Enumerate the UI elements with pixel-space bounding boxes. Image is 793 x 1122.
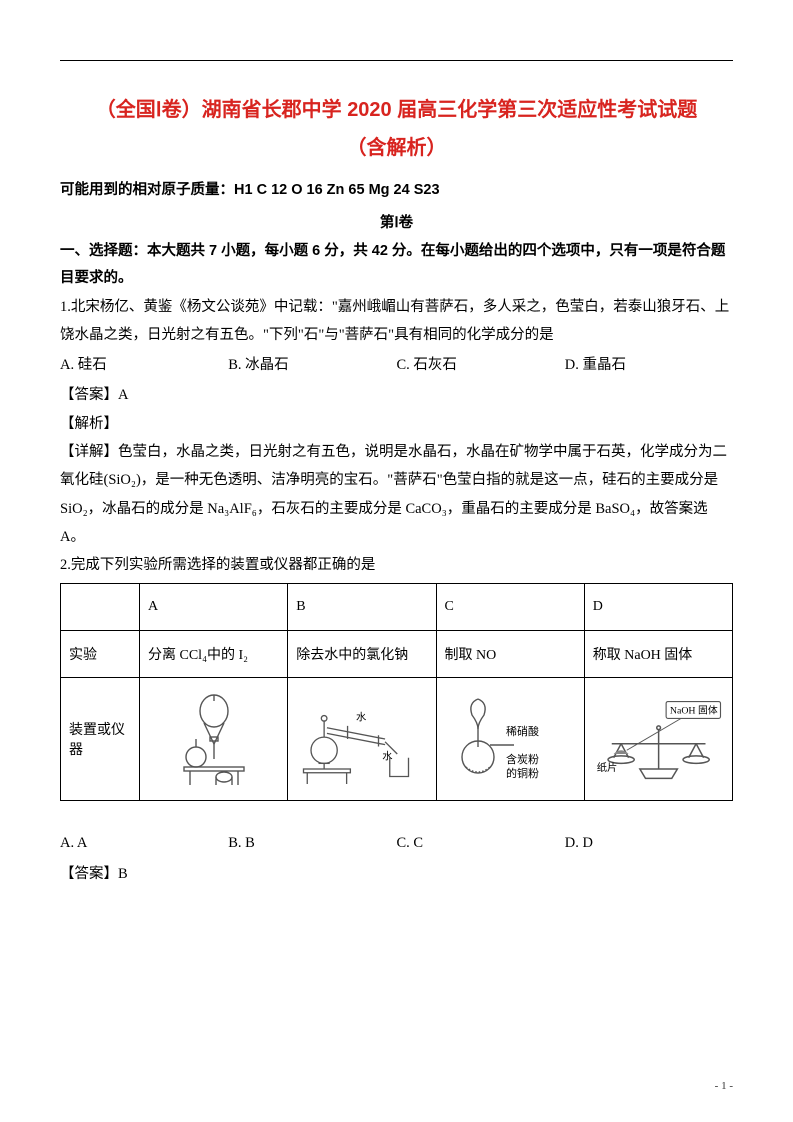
exp-a: 分离 CCl₄中的 I₂	[140, 631, 288, 678]
balance-icon: NaOH 固体 纸片	[593, 689, 724, 789]
q1-explanation-label: 【解析】	[60, 410, 733, 438]
q2-options: A. A B. B C. C D. D	[60, 829, 733, 857]
exam-title-line2: （含解析）	[60, 129, 733, 167]
q1-option-b: B. 冰晶石	[228, 351, 396, 379]
gas-generator-icon: 稀硝酸 含炭粉 的铜粉	[445, 689, 576, 789]
table-row: A B C D	[61, 584, 733, 631]
apparatus-c: 稀硝酸 含炭粉 的铜粉	[436, 678, 584, 801]
distillation-icon: 水 水	[296, 689, 427, 789]
top-rule	[60, 60, 733, 61]
table-row: 实验 分离 CCl₄中的 I₂ 除去水中的氯化钠 制取 NO 称取 NaOH 固…	[61, 631, 733, 678]
q2-option-b: B. B	[228, 829, 396, 857]
q1-options: A. 硅石 B. 冰晶石 C. 石灰石 D. 重晶石	[60, 351, 733, 379]
row-exp-label: 实验	[61, 631, 140, 678]
q1-answer: 【答案】A	[60, 381, 733, 409]
q1-option-c: C. 石灰石	[397, 351, 565, 379]
label-carbon: 含炭粉	[506, 752, 539, 766]
label-naoh-solid: NaOH 固体	[670, 705, 718, 717]
apparatus-b: 水 水	[288, 678, 436, 801]
label-water-top: 水	[356, 712, 367, 724]
table-head-a: A	[140, 584, 288, 631]
table-head-b: B	[288, 584, 436, 631]
row-app-label: 装置或仪器	[61, 678, 140, 801]
q2-text: 2.完成下列实验所需选择的装置或仪器都正确的是	[60, 551, 733, 579]
q1-option-d: D. 重晶石	[565, 351, 733, 379]
table-row: 装置或仪器	[61, 678, 733, 801]
page-number: - 1 -	[715, 1080, 733, 1092]
label-paper: 纸片	[597, 761, 618, 774]
section-instructions: 一、选择题：本大题共 7 小题，每小题 6 分，共 42 分。在每小题给出的四个…	[60, 238, 733, 293]
atomic-mass-line: 可能用到的相对原子质量：H1 C 12 O 16 Zn 65 Mg 24 S23	[60, 177, 733, 205]
q1-detail: 【详解】色莹白，水晶之类，日光射之有五色，说明是水晶石，水晶在矿物学中属于石英，…	[60, 438, 733, 551]
label-water-bottom: 水	[383, 751, 394, 763]
q2-answer: 【答案】B	[60, 860, 733, 888]
label-dilute-acid: 稀硝酸	[506, 724, 539, 738]
q1-text: 1.北宋杨亿、黄鉴《杨文公谈苑》中记载："嘉州峨嵋山有菩萨石，多人采之，色莹白，…	[60, 293, 733, 350]
section-1-label: 第Ⅰ卷	[60, 211, 733, 232]
q2-option-a: A. A	[60, 829, 228, 857]
q2-table: A B C D 实验 分离 CCl₄中的 I₂ 除去水中的氯化钠 制取 NO 称…	[60, 583, 733, 801]
label-copper: 的铜粉	[506, 766, 539, 780]
exp-d: 称取 NaOH 固体	[584, 631, 732, 678]
exam-title-line1: （全国Ⅰ卷）湖南省长郡中学 2020 届高三化学第三次适应性考试试题	[60, 91, 733, 129]
table-head-d: D	[584, 584, 732, 631]
exp-b: 除去水中的氯化钠	[288, 631, 436, 678]
table-head-blank	[61, 584, 140, 631]
apparatus-d: NaOH 固体 纸片	[584, 678, 732, 801]
exp-c: 制取 NO	[436, 631, 584, 678]
table-head-c: C	[436, 584, 584, 631]
q2-option-c: C. C	[397, 829, 565, 857]
q2-option-d: D. D	[565, 829, 733, 857]
separating-funnel-icon	[148, 689, 279, 789]
q1-option-a: A. 硅石	[60, 351, 228, 379]
apparatus-a	[140, 678, 288, 801]
